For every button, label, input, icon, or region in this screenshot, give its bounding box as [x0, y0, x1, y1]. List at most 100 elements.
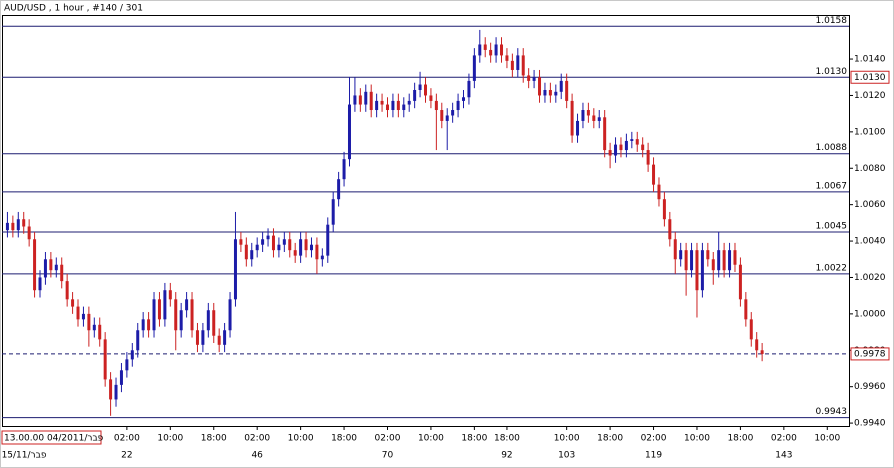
candle-body — [385, 104, 389, 111]
candle-body — [320, 255, 324, 260]
candle-body — [706, 250, 710, 260]
candle-body — [49, 259, 53, 271]
candle-body — [212, 310, 216, 336]
y-tick-label: 1.0080 — [854, 164, 886, 174]
y-tick-label: 0.9960 — [854, 382, 886, 392]
candle-body — [271, 235, 275, 251]
candle-body — [206, 310, 210, 331]
date-tick-label: 70 — [382, 451, 394, 461]
candle-body — [749, 319, 753, 340]
candle-body — [130, 350, 134, 360]
y-tick-label: 1.0140 — [854, 55, 886, 65]
candle-body — [603, 117, 607, 151]
candle-body — [190, 299, 194, 331]
candle-body — [722, 250, 726, 271]
candle-body — [608, 150, 612, 156]
x-tick-label: 10:00 — [814, 434, 840, 444]
cursor-label-box — [1, 430, 102, 445]
candle-body — [592, 115, 596, 121]
candle-body — [760, 350, 764, 354]
candle-body — [673, 239, 677, 260]
candle-body — [92, 324, 96, 331]
candle-body — [347, 104, 351, 160]
candle-body — [407, 100, 411, 105]
y-tick-label: 1.0020 — [854, 273, 886, 283]
candle-body — [282, 239, 286, 245]
candle-body — [114, 384, 118, 400]
candle-body — [103, 339, 107, 380]
y-tick-label: 1.0100 — [854, 127, 886, 137]
bid-label: 0.9978 — [854, 349, 886, 359]
candle-body — [467, 80, 471, 98]
candle-body — [641, 144, 645, 151]
level-label: 1.0045 — [816, 221, 848, 231]
candle-body — [33, 239, 37, 291]
candle-body — [119, 370, 123, 385]
x-tick-label: 18:00 — [494, 434, 520, 444]
candle-body — [358, 95, 362, 105]
candle-body — [304, 239, 308, 251]
candle-body — [684, 250, 688, 271]
candle-body — [87, 313, 91, 331]
x-tick-label: 02:00 — [641, 434, 667, 444]
candle-body — [288, 239, 292, 251]
candle-body — [456, 100, 460, 111]
x-tick-label: 18:00 — [331, 434, 357, 444]
candle-body — [462, 97, 466, 101]
y-tick-label: 1.0120 — [854, 91, 886, 101]
candle-body — [424, 84, 427, 96]
candle-body — [554, 91, 558, 96]
candle-body — [157, 299, 161, 320]
x-tick-label: 10:00 — [418, 434, 444, 444]
x-tick-label: 02:00 — [114, 434, 140, 444]
candle-body — [733, 250, 737, 265]
candle-body — [668, 219, 672, 240]
candle-body — [570, 100, 574, 136]
candle-body — [532, 77, 536, 81]
cursor-label: 13.00.00 04/2011/פבר — [4, 434, 104, 444]
candle-body — [646, 150, 650, 165]
x-tick-label: 02:00 — [771, 434, 797, 444]
date-tick-label: 22 — [121, 451, 132, 461]
candle-body — [315, 244, 319, 260]
candle-body — [43, 259, 47, 278]
date-tick-label: 143 — [775, 451, 792, 461]
candle-body — [152, 299, 156, 331]
candle-body — [619, 144, 623, 151]
x-tick-label: 10:00 — [684, 434, 710, 444]
candle-body — [168, 290, 172, 300]
candle-body — [228, 299, 232, 331]
candle-body — [472, 55, 476, 81]
candle-body — [527, 75, 531, 81]
candle-body — [277, 244, 281, 251]
candle-body — [679, 250, 683, 260]
candle-body — [565, 80, 569, 101]
date-tick-label: 15/11/פבר — [2, 451, 47, 461]
candle-body — [185, 299, 189, 311]
candle-body — [700, 250, 704, 291]
candle-body — [744, 299, 748, 320]
candle-body — [478, 44, 482, 56]
candle-body — [5, 222, 9, 231]
candle-body — [614, 144, 618, 156]
candle-body — [369, 91, 373, 111]
candle-body — [652, 164, 656, 185]
candle-body — [717, 250, 721, 271]
date-tick-label: 92 — [501, 451, 512, 461]
candle-body — [662, 199, 666, 220]
candle-body — [597, 117, 601, 121]
candle-body — [201, 330, 205, 345]
candle-body — [418, 84, 422, 90]
candle-body — [179, 310, 183, 331]
candle-body — [483, 44, 487, 50]
candle-body — [755, 339, 759, 351]
candle-body — [309, 244, 313, 251]
candle-body — [738, 264, 742, 300]
date-tick-label: 103 — [558, 451, 575, 461]
candle-body — [364, 91, 368, 105]
x-tick-label: 10:00 — [157, 434, 183, 444]
candle-body — [516, 55, 520, 70]
candle-body — [195, 330, 199, 345]
